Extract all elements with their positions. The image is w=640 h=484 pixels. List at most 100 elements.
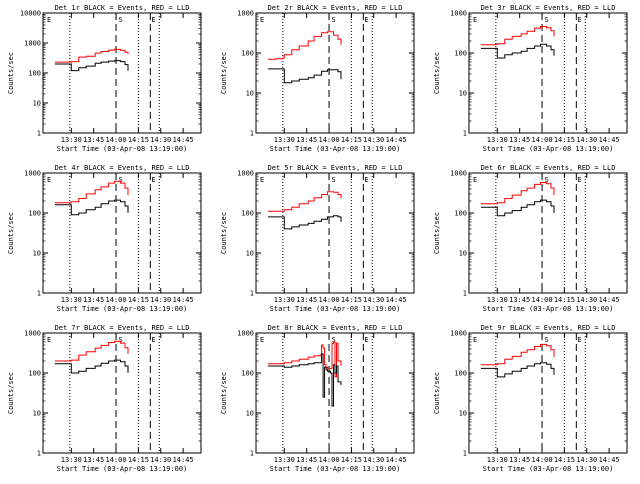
series-black-line bbox=[267, 353, 342, 407]
x-tick-label: 14:00 bbox=[531, 296, 552, 304]
y-tick-label: 1 bbox=[250, 290, 254, 298]
series-black-line bbox=[54, 359, 129, 374]
interval-marker: E bbox=[151, 176, 155, 184]
x-tick-label: 14:00 bbox=[318, 136, 339, 144]
y-tick-label: 100 bbox=[454, 50, 467, 58]
series-black-line bbox=[267, 215, 342, 230]
x-tick-label: 13:45 bbox=[509, 136, 530, 144]
interval-marker: E bbox=[47, 16, 51, 24]
x-tick-label: 13:45 bbox=[509, 296, 530, 304]
y-tick-label: 10 bbox=[459, 250, 467, 258]
series-black-line bbox=[54, 60, 129, 72]
x-tick-label: 14:45 bbox=[599, 456, 620, 464]
series-red-line bbox=[267, 31, 342, 60]
y-tick-label: 10 bbox=[33, 410, 41, 418]
interval-marker: S bbox=[332, 16, 336, 24]
panel-det-3r: Det 3r BLACK = Events, RED = LLD 1 10 100 10… bbox=[433, 4, 628, 153]
interval-marker: E bbox=[577, 176, 581, 184]
plot-frame bbox=[255, 12, 415, 134]
series-black-line bbox=[54, 199, 129, 216]
y-tick-label: 100 bbox=[241, 50, 254, 58]
x-tick-label: 13:45 bbox=[83, 456, 104, 464]
interval-marker: S bbox=[119, 16, 123, 24]
series-red-line bbox=[54, 48, 129, 63]
interval-marker: S bbox=[119, 336, 123, 344]
x-axis-label: Start Time (03-Apr-08 13:19:00) bbox=[270, 465, 401, 473]
x-tick-label: 14:45 bbox=[599, 136, 620, 144]
x-tick-label: 14:30 bbox=[363, 136, 384, 144]
x-tick-label: 14:30 bbox=[363, 456, 384, 464]
series-black-line bbox=[267, 68, 342, 84]
series-red-line bbox=[480, 182, 555, 205]
y-tick-label: 1 bbox=[463, 450, 467, 458]
y-axis-label: Counts/sec bbox=[220, 212, 228, 254]
panel-title: Det 7r BLACK = Events, RED = LLD bbox=[55, 324, 190, 332]
x-tick-label: 14:00 bbox=[531, 136, 552, 144]
x-axis-label: Start Time (03-Apr-08 13:19:00) bbox=[57, 465, 188, 473]
x-axis-label: Start Time (03-Apr-08 13:19:00) bbox=[483, 465, 614, 473]
y-tick-label: 10 bbox=[33, 100, 41, 108]
interval-marker: E bbox=[473, 176, 477, 184]
y-tick-label: 1000 bbox=[450, 170, 467, 178]
x-tick-label: 14:15 bbox=[554, 296, 575, 304]
y-tick-label: 1000 bbox=[450, 330, 467, 338]
panel-title: Det 4r BLACK = Events, RED = LLD bbox=[55, 164, 190, 172]
x-tick-label: 13:30 bbox=[487, 456, 508, 464]
x-tick-label: 14:15 bbox=[341, 136, 362, 144]
plot-frame bbox=[42, 332, 202, 454]
x-tick-label: 13:30 bbox=[487, 296, 508, 304]
y-tick-label: 1 bbox=[250, 130, 254, 138]
y-tick-label: 100 bbox=[28, 70, 41, 78]
series-black-line bbox=[480, 362, 555, 378]
y-tick-label: 1000 bbox=[24, 330, 41, 338]
x-tick-label: 13:45 bbox=[83, 296, 104, 304]
x-tick-label: 13:45 bbox=[83, 136, 104, 144]
x-tick-label: 14:15 bbox=[554, 136, 575, 144]
y-tick-label: 100 bbox=[454, 370, 467, 378]
panel-title: Det 5r BLACK = Events, RED = LLD bbox=[268, 164, 403, 172]
x-tick-label: 14:30 bbox=[576, 456, 597, 464]
interval-marker: E bbox=[47, 336, 51, 344]
x-tick-label: 13:45 bbox=[296, 296, 317, 304]
x-tick-label: 14:45 bbox=[173, 296, 194, 304]
series-black-line bbox=[480, 199, 555, 217]
plot-frame bbox=[255, 332, 415, 454]
x-axis-label: Start Time (03-Apr-08 13:19:00) bbox=[270, 145, 401, 153]
interval-marker: E bbox=[151, 16, 155, 24]
x-tick-label: 14:30 bbox=[576, 136, 597, 144]
x-tick-label: 14:45 bbox=[386, 456, 407, 464]
series-red-line bbox=[267, 191, 342, 212]
series-red-line bbox=[54, 180, 129, 204]
y-tick-label: 1000 bbox=[237, 170, 254, 178]
panel-det-6r: Det 6r BLACK = Events, RED = LLD 1 10 100 10… bbox=[433, 164, 628, 313]
interval-marker: E bbox=[473, 336, 477, 344]
plot-frame bbox=[255, 172, 415, 294]
y-axis-label: Counts/sec bbox=[7, 212, 15, 254]
y-tick-label: 1 bbox=[250, 450, 254, 458]
interval-marker: E bbox=[577, 16, 581, 24]
x-axis-label: Start Time (03-Apr-08 13:19:00) bbox=[270, 305, 401, 313]
x-tick-label: 14:45 bbox=[386, 136, 407, 144]
panel-det-8r: Det 8r BLACK = Events, RED = LLD 1 10 100 10… bbox=[220, 324, 415, 473]
y-axis-label: Counts/sec bbox=[220, 372, 228, 414]
plot-frame bbox=[42, 172, 202, 294]
x-tick-label: 13:45 bbox=[509, 456, 530, 464]
series-red-line bbox=[480, 26, 555, 46]
interval-marker: S bbox=[332, 336, 336, 344]
panel-det-9r: Det 9r BLACK = Events, RED = LLD 1 10 100 10… bbox=[433, 324, 628, 473]
y-tick-label: 10 bbox=[246, 90, 254, 98]
y-axis-label: Counts/sec bbox=[7, 372, 15, 414]
x-tick-label: 14:00 bbox=[105, 456, 126, 464]
x-tick-label: 13:30 bbox=[274, 456, 295, 464]
y-tick-label: 10 bbox=[459, 90, 467, 98]
x-axis-label: Start Time (03-Apr-08 13:19:00) bbox=[483, 145, 614, 153]
panel-title: Det 6r BLACK = Events, RED = LLD bbox=[481, 164, 616, 172]
x-tick-label: 14:45 bbox=[173, 456, 194, 464]
y-tick-label: 100 bbox=[241, 370, 254, 378]
x-tick-label: 14:00 bbox=[105, 136, 126, 144]
plot-frame bbox=[468, 332, 628, 454]
interval-marker: E bbox=[473, 16, 477, 24]
x-tick-label: 14:30 bbox=[363, 296, 384, 304]
x-tick-label: 14:30 bbox=[150, 296, 171, 304]
